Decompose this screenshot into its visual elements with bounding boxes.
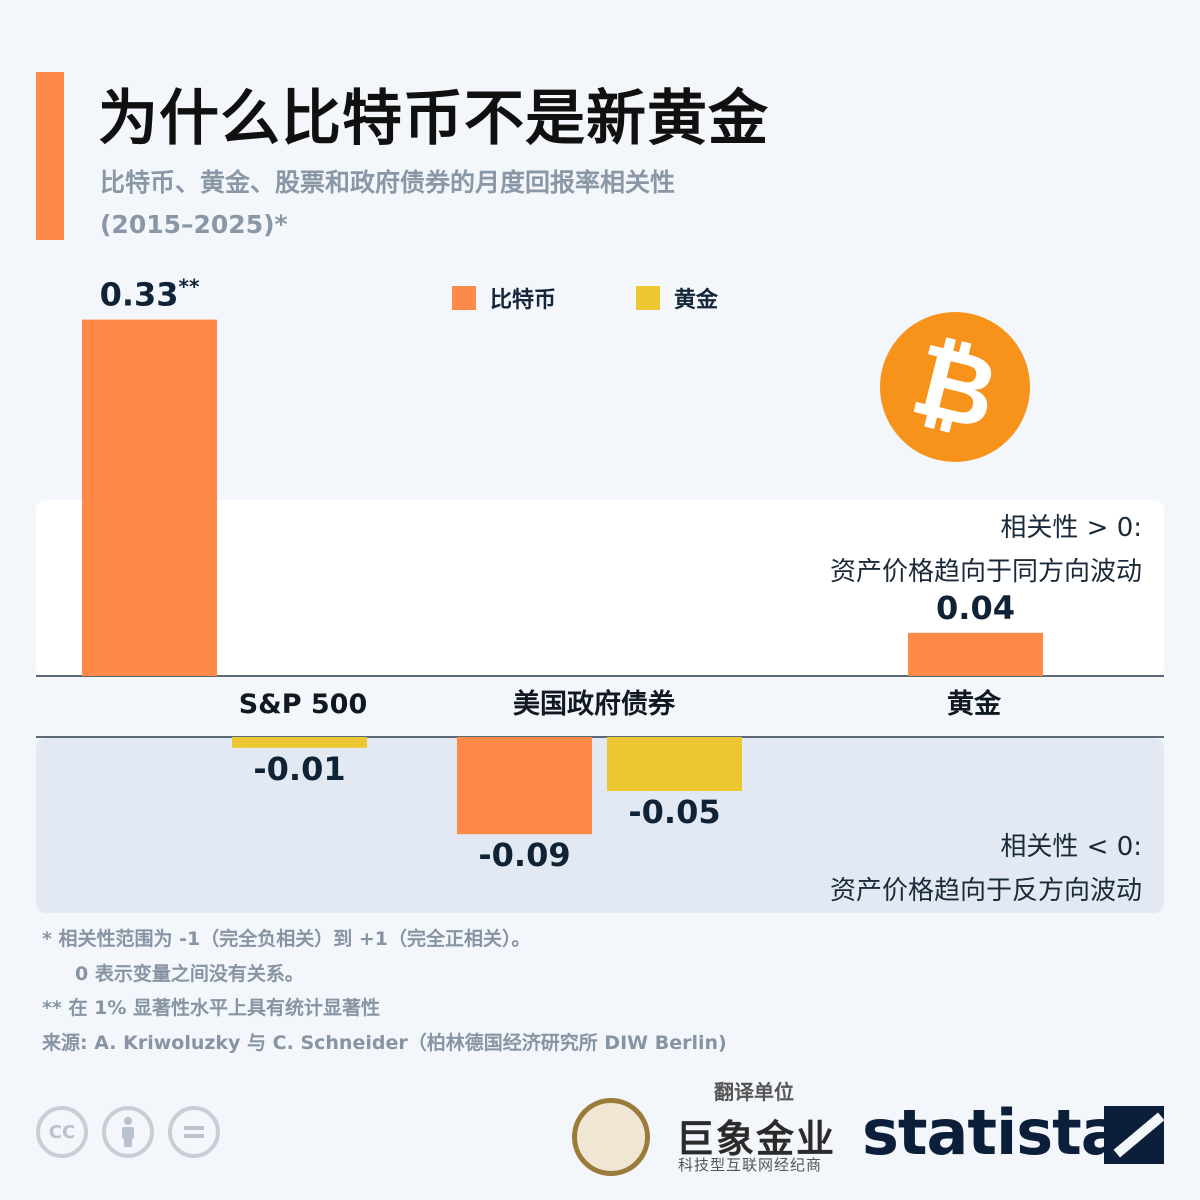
negative-zone-line-2: 资产价格趋向于反方向波动	[830, 876, 1142, 906]
cc-icon: CC	[36, 1106, 88, 1158]
translator-block: 翻译单位 巨象金业 科技型互联网经纪商	[572, 1076, 842, 1176]
legend-label-gold: 黄金	[674, 288, 719, 313]
negative-zone-line-1: 相关性 < 0:	[1000, 832, 1142, 862]
license-icons: CC	[36, 1106, 220, 1158]
legend-item-bitcoin: 比特币	[452, 282, 556, 314]
attribution-icon	[102, 1106, 154, 1158]
positive-zone-line-2: 资产价格趋向于同方向波动	[830, 557, 1142, 587]
subtitle-line-2: (2015–2025)*	[100, 210, 288, 239]
legend-label-bitcoin: 比特币	[490, 288, 557, 313]
legend-swatch-bitcoin	[452, 286, 476, 310]
significance-mark: **	[179, 275, 200, 299]
bar-gold-1	[607, 737, 742, 791]
bar-bitcoin-2	[908, 632, 1043, 676]
category-label-1: 美国政府债券	[513, 688, 676, 720]
data-label-gold-1: -0.05	[628, 793, 720, 831]
bar-gold-0	[232, 737, 367, 748]
footnote-2: ** 在 1% 显著性水平上具有统计显著性	[42, 997, 380, 1019]
data-label-bitcoin-1: -0.09	[478, 836, 570, 874]
positive-zone-line-1: 相关性 > 0:	[1000, 513, 1142, 543]
page-title: 为什么比特币不是新黄金	[98, 84, 769, 154]
legend-swatch-gold	[636, 286, 660, 310]
subtitle-line-1: 比特币、黄金、股票和政府债券的月度回报率相关性	[100, 168, 676, 197]
data-label-gold-0: -0.01	[253, 750, 345, 788]
bar-bitcoin-1	[457, 737, 592, 835]
statista-logo: statista	[862, 1096, 1123, 1169]
translator-label: 翻译单位	[714, 1080, 794, 1104]
page-subtitle: 比特币、黄金、股票和政府债券的月度回报率相关性 (2015–2025)*	[100, 162, 675, 246]
category-label-2: 黄金	[947, 688, 1002, 720]
translator-name: 巨象金业	[676, 1117, 837, 1161]
translator-tagline: 科技型互联网经纪商	[678, 1156, 823, 1174]
legend-item-gold: 黄金	[636, 282, 718, 314]
statista-mark-icon	[1104, 1106, 1164, 1164]
source-note: 来源: A. Kriwoluzky 与 C. Schneider（柏林德国经济研…	[42, 1031, 727, 1054]
title-accent-bar	[36, 72, 64, 240]
footnote-1-continued: 0 表示变量之间没有关系。	[75, 962, 304, 985]
bitcoin-logo-icon: ₿	[880, 312, 1030, 462]
footnote-1: * 相关性范围为 -1（完全负相关）到 +1（完全正相关）。	[42, 928, 531, 950]
negative-zone-panel	[36, 738, 1164, 913]
bar-bitcoin-0	[82, 319, 217, 676]
data-label-bitcoin-2: 0.04	[936, 589, 1015, 627]
translator-logo-icon	[572, 1098, 650, 1176]
positive-zone-panel	[36, 500, 1164, 676]
footnotes: * 相关性范围为 -1（完全负相关）到 +1（完全正相关）。 0 表示变量之间没…	[42, 922, 727, 1060]
no-derivatives-icon	[168, 1106, 220, 1158]
category-label-0: S&P 500	[239, 689, 368, 720]
data-label-bitcoin-0: 0.33**	[100, 275, 200, 314]
